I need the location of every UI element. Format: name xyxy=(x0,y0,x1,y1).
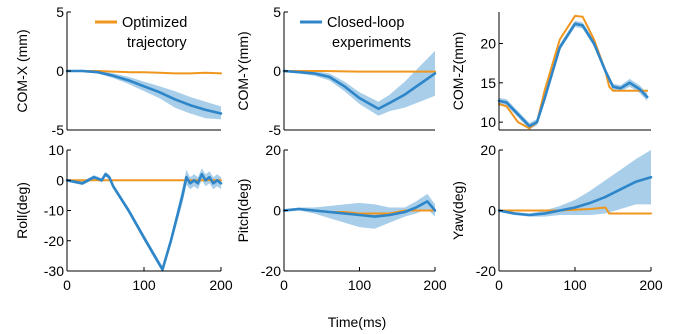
series-line-closed-loop xyxy=(65,69,223,115)
subplot-1: -5 0 5 COM-X (mm) Optimized trajectory xyxy=(14,4,223,138)
x-tick-label: 100 xyxy=(348,277,372,293)
variance-band-closed-loop xyxy=(284,193,435,229)
series-line-closed-loop xyxy=(497,175,653,217)
x-tick-label: 200 xyxy=(423,277,447,293)
y-axis-label: COM-Y(mm) xyxy=(235,31,251,110)
legend-label: experiments xyxy=(332,35,411,51)
series-line-optimized xyxy=(498,14,649,130)
x-tick-label: 100 xyxy=(563,277,587,293)
y-tick-label: -30 xyxy=(44,263,64,279)
y-axis-label: COM-X (mm) xyxy=(14,29,30,112)
y-axis-label: COM-Z(mm) xyxy=(450,32,466,111)
y-tick-label: 10 xyxy=(480,114,496,130)
series-line-closed-loop xyxy=(282,69,437,111)
y-tick-label: -5 xyxy=(269,122,282,138)
y-tick-label: 20 xyxy=(480,142,496,158)
y-tick-label: 0 xyxy=(273,63,281,79)
y-tick-label: 0 xyxy=(273,203,281,219)
legend-label: trajectory xyxy=(127,35,187,51)
variance-band-closed-loop xyxy=(284,50,435,116)
series-line-optimized xyxy=(498,206,652,215)
variance-band-closed-loop xyxy=(499,20,648,130)
y-tick-label: -20 xyxy=(261,263,281,279)
subplot-3: 10 15 20 COM-Z(mm) xyxy=(450,12,651,131)
y-tick-label: 20 xyxy=(480,35,496,51)
y-axis-label: Pitch(deg) xyxy=(235,179,251,243)
y-axis-label: Yaw(deg) xyxy=(450,181,466,240)
series-line-closed-loop xyxy=(282,200,437,218)
series-line-closed-loop xyxy=(65,172,223,271)
variance-band-closed-loop xyxy=(67,69,221,120)
y-tick-label: 0 xyxy=(488,203,496,219)
y-tick-label: -10 xyxy=(44,203,64,219)
y-tick-label: 10 xyxy=(48,142,64,158)
y-axis-label: Roll(deg) xyxy=(14,182,30,239)
shared-x-axis-label: Time(ms) xyxy=(328,314,387,330)
y-tick-label: -20 xyxy=(476,263,496,279)
y-tick-label: 20 xyxy=(265,142,281,158)
y-tick-label: 5 xyxy=(273,4,281,20)
x-tick-label: 200 xyxy=(209,277,233,293)
x-tick-label: 0 xyxy=(63,277,71,293)
y-tick-label: 5 xyxy=(56,4,64,20)
x-tick-label: 0 xyxy=(495,277,503,293)
variance-band-closed-loop xyxy=(499,150,651,217)
series-line-optimized xyxy=(283,70,436,73)
legend-label: Optimized xyxy=(122,15,187,31)
y-tick-label: 0 xyxy=(56,172,64,188)
y-tick-label: -5 xyxy=(52,122,65,138)
y-tick-label: 15 xyxy=(480,75,496,91)
legend-label: Closed-loop xyxy=(327,15,404,31)
y-tick-label: 0 xyxy=(56,63,64,79)
x-tick-label: 0 xyxy=(280,277,288,293)
x-tick-label: 200 xyxy=(639,277,663,293)
series-line-closed-loop xyxy=(497,22,649,128)
x-tick-label: 100 xyxy=(132,277,156,293)
y-tick-label: -20 xyxy=(44,233,64,249)
subplot-2: -5 0 5 COM-Y(mm) Closed-loop experiments xyxy=(235,4,437,138)
